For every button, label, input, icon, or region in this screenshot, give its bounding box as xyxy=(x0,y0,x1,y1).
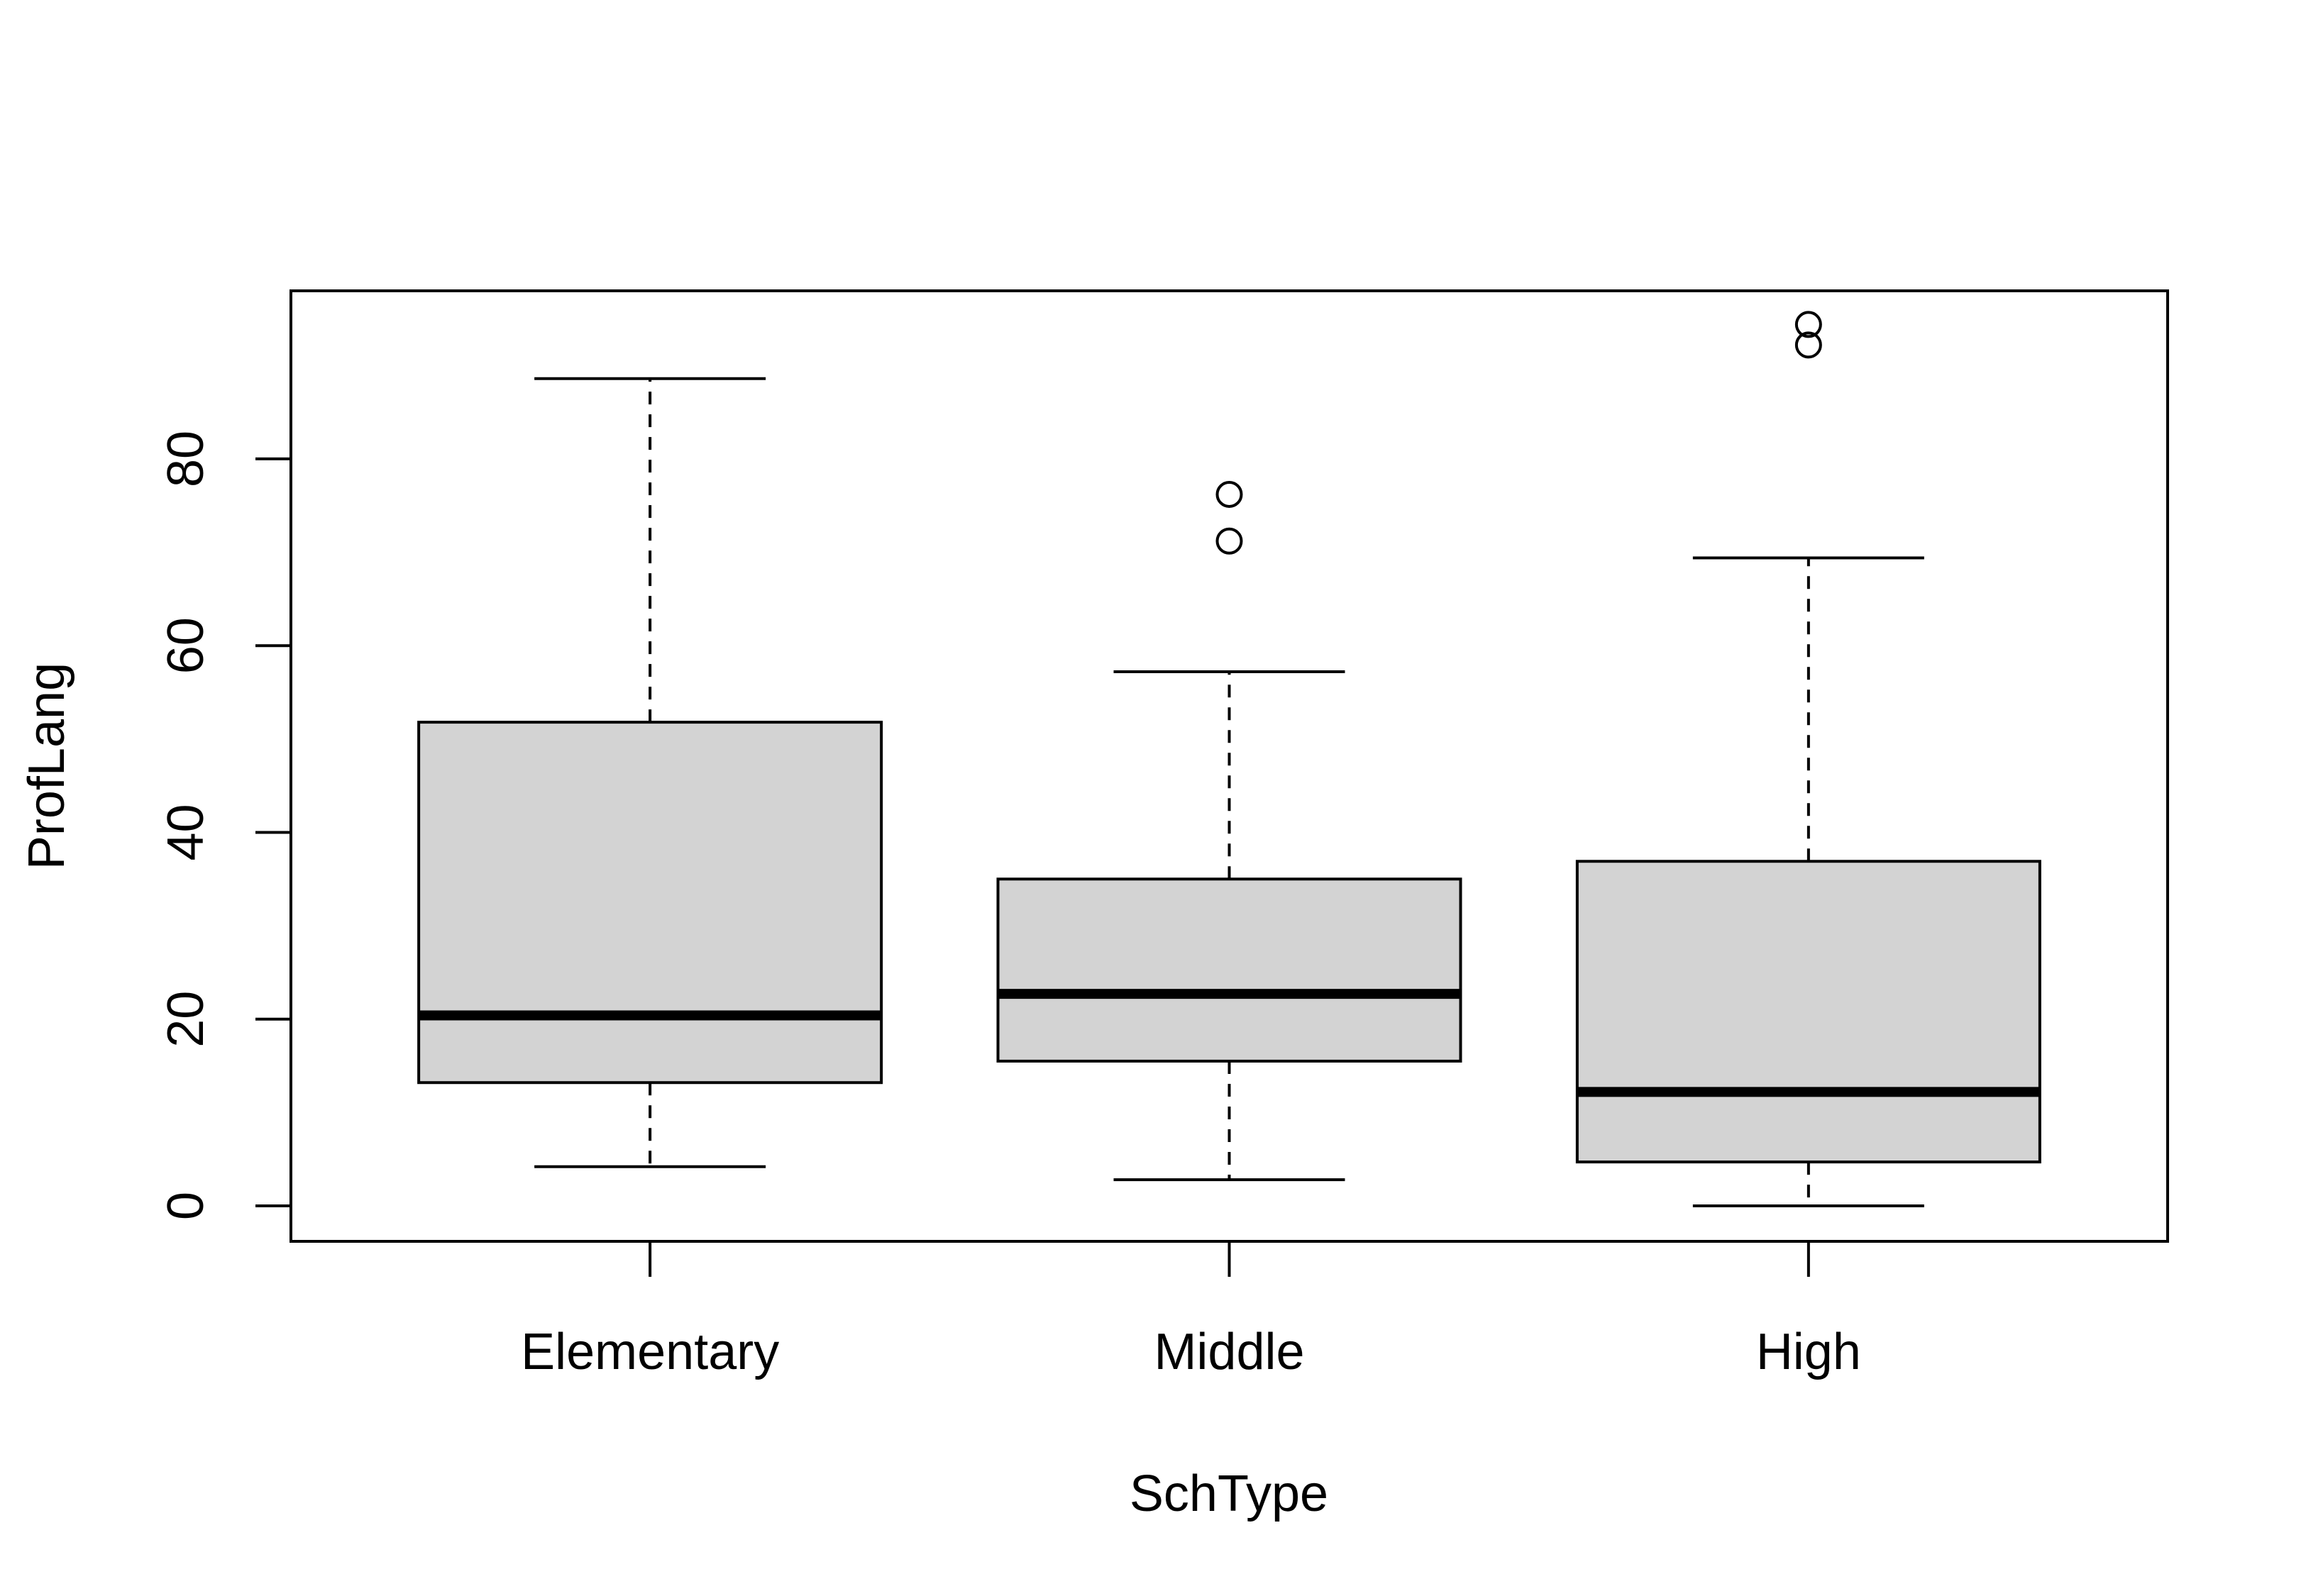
box-elementary xyxy=(417,377,883,1168)
x-axis: Elementary Middle High xyxy=(521,1241,1861,1380)
y-tick-label-80: 80 xyxy=(158,431,214,487)
y-axis-label: ProfLang xyxy=(18,663,75,870)
y-tick-label-40: 40 xyxy=(158,804,214,860)
y-tick-label-60: 60 xyxy=(158,617,214,674)
x-tick-label-high: High xyxy=(1756,1324,1861,1380)
outlier-point-middle-1 xyxy=(1215,480,1243,508)
iqr-box-middle xyxy=(996,877,1462,1063)
box-high xyxy=(1575,311,2041,1207)
outlier-point-high-1 xyxy=(1794,311,1822,338)
box-middle xyxy=(996,480,1462,1182)
y-tick-label-20: 20 xyxy=(158,991,214,1048)
x-tick-label-middle: Middle xyxy=(1154,1324,1304,1380)
x-axis-label: SchType xyxy=(1130,1465,1328,1522)
x-tick-label-elementary: Elementary xyxy=(521,1324,779,1380)
iqr-box-high xyxy=(1575,860,2041,1164)
outlier-point-high-0 xyxy=(1794,331,1822,359)
outlier-point-middle-0 xyxy=(1215,527,1243,555)
y-tick-label-0: 0 xyxy=(158,1192,214,1220)
boxes-group xyxy=(417,311,2041,1207)
y-axis: 0 20 40 60 80 xyxy=(158,431,292,1220)
iqr-box-elementary xyxy=(417,721,883,1085)
